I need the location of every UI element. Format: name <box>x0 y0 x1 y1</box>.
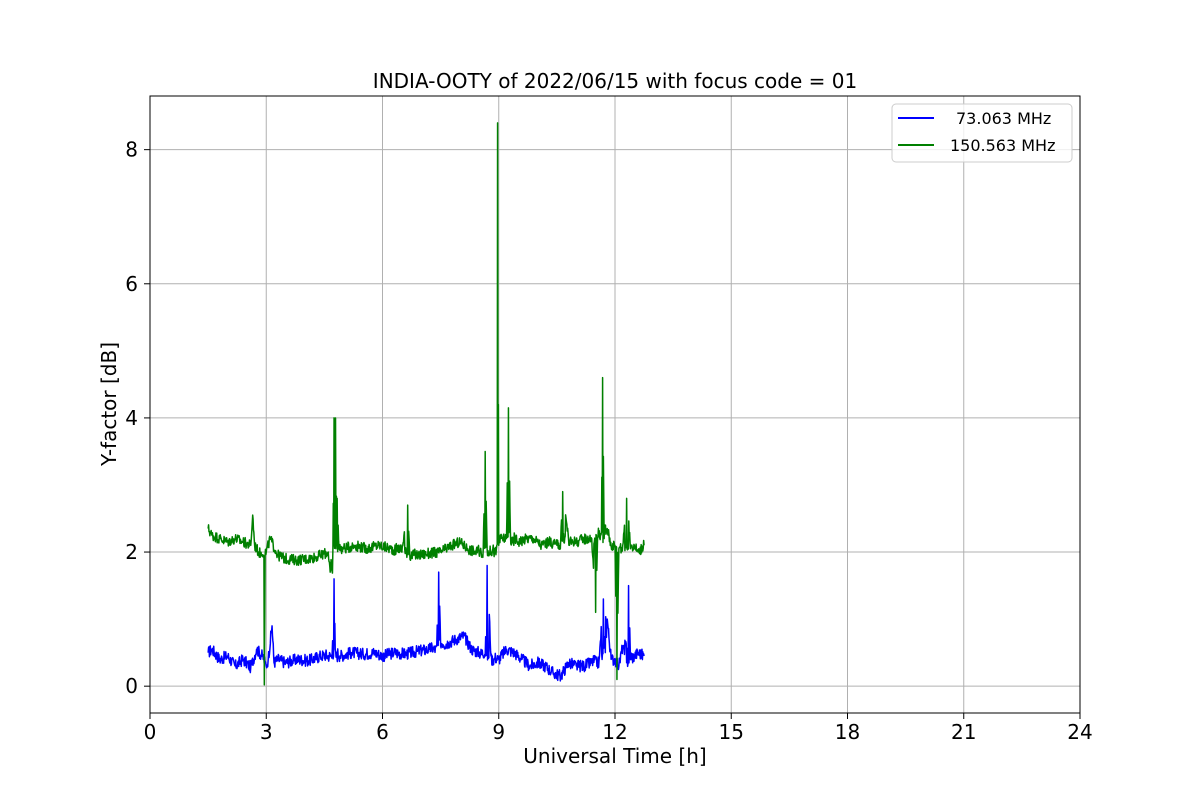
x-tick-label: 15 <box>719 720 744 744</box>
x-tick-label: 0 <box>144 720 157 744</box>
x-tick-label: 9 <box>492 720 505 744</box>
x-tick-label: 3 <box>260 720 273 744</box>
series-line-73mhz <box>207 564 645 682</box>
x-axis-label: Universal Time [h] <box>523 744 706 768</box>
y-tick-label: 0 <box>125 674 138 698</box>
x-tick-label: 18 <box>835 720 860 744</box>
legend-label-73mhz: 73.063 MHz <box>956 109 1051 128</box>
legend-box <box>891 103 1073 163</box>
y-tick-label: 4 <box>125 406 138 430</box>
series-line-150mhz <box>207 122 645 686</box>
legend: 73.063 MHz 150.563 MHz <box>891 103 1073 163</box>
x-tick-label: 21 <box>951 720 976 744</box>
x-tick-label: 24 <box>1067 720 1092 744</box>
chart-title: INDIA-OOTY of 2022/06/15 with focus code… <box>373 69 857 93</box>
y-tick-label: 8 <box>125 138 138 162</box>
series-layer <box>207 122 645 686</box>
x-tick-label: 12 <box>602 720 627 744</box>
y-tick-label: 2 <box>125 540 138 564</box>
y-tick-label: 6 <box>125 272 138 296</box>
legend-label-150mhz: 150.563 MHz <box>950 136 1055 155</box>
y-axis-label: Y-factor [dB] <box>97 342 121 467</box>
x-tick-label: 6 <box>376 720 389 744</box>
